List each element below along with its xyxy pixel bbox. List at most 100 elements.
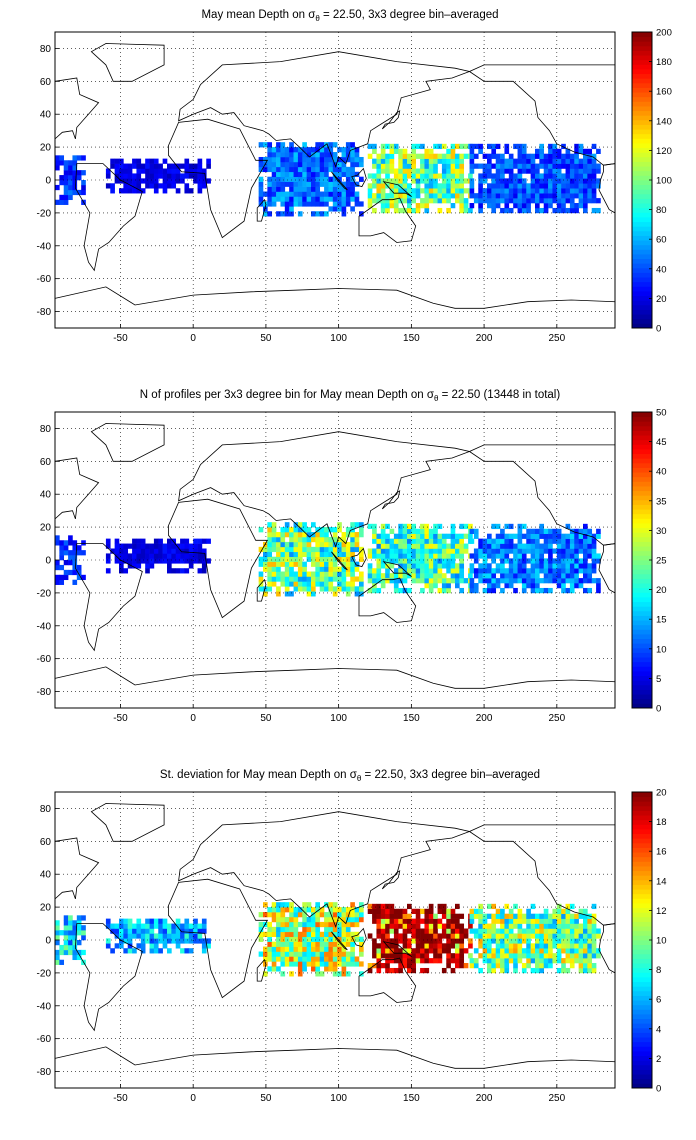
heatmap-bin <box>526 908 531 914</box>
heatmap-bin <box>302 166 307 173</box>
heatmap-bin <box>297 961 303 967</box>
heatmap-bin <box>306 907 312 913</box>
heatmap-bin <box>271 166 277 173</box>
heatmap-bin <box>530 168 536 174</box>
heatmap-bin <box>530 548 536 554</box>
colorbar-swatch <box>632 106 652 112</box>
heatmap-bin <box>450 183 456 189</box>
heatmap-bin <box>311 186 316 192</box>
heatmap-bin <box>530 948 536 954</box>
heatmap-bin <box>491 153 497 159</box>
heatmap-bin <box>513 543 518 549</box>
heatmap-bin <box>513 173 518 179</box>
heatmap-bin <box>478 553 483 559</box>
heatmap-bin <box>289 941 294 947</box>
coastline <box>168 878 269 999</box>
heatmap-bin <box>500 207 505 214</box>
heatmap-bin <box>583 958 588 964</box>
heatmap-bin <box>569 563 575 569</box>
chart-panel-2: N of profiles per 3x3 degree bin for May… <box>37 389 667 724</box>
heatmap-bin <box>433 918 438 924</box>
colorbar-swatch <box>632 523 652 529</box>
heatmap-bin <box>543 573 549 579</box>
heatmap-bin <box>284 566 290 572</box>
heatmap-bin <box>398 587 403 594</box>
heatmap-bin <box>398 158 403 164</box>
heatmap-bin <box>350 946 355 952</box>
heatmap-bin <box>504 903 510 910</box>
heatmap-bin <box>535 168 540 174</box>
heatmap-bin <box>350 522 355 528</box>
colorbar-swatch <box>632 87 652 93</box>
colorbar-swatch <box>632 198 652 204</box>
colorbar-swatch <box>632 930 652 936</box>
heatmap-bin <box>535 568 540 574</box>
heatmap-bin <box>180 928 185 934</box>
heatmap-bin <box>500 938 505 944</box>
heatmap-bin <box>59 949 65 956</box>
colorbar-swatch <box>632 1023 652 1029</box>
heatmap-bin <box>473 928 479 934</box>
colorbar-swatch <box>632 221 652 227</box>
heatmap-bin <box>311 912 316 918</box>
heatmap-bin <box>119 178 124 184</box>
heatmap-bin <box>491 548 497 554</box>
heatmap-bin <box>276 571 281 577</box>
heatmap-bin <box>578 958 584 964</box>
heatmap-bin <box>376 913 382 919</box>
heatmap-bin <box>433 193 438 199</box>
heatmap-bin <box>188 938 194 944</box>
heatmap-bin <box>284 211 290 217</box>
heatmap-bin <box>380 538 386 544</box>
heatmap-bin <box>530 563 536 569</box>
heatmap-bin <box>197 538 203 544</box>
heatmap-bin <box>424 958 430 964</box>
heatmap-bin <box>306 527 312 533</box>
heatmap-bin <box>424 923 430 929</box>
heatmap-bin <box>495 533 501 539</box>
heatmap-bin <box>145 918 150 924</box>
heatmap-bin <box>446 153 451 159</box>
heatmap-bin <box>487 183 492 189</box>
heatmap-bin <box>81 189 86 196</box>
coastline <box>358 957 417 1003</box>
heatmap-bin <box>267 196 273 202</box>
heatmap-bin <box>158 923 163 929</box>
heatmap-bin <box>59 930 65 936</box>
heatmap-bin <box>341 916 347 923</box>
heatmap-bin <box>350 561 355 567</box>
heatmap-bin <box>376 948 382 954</box>
heatmap-bin <box>596 198 601 204</box>
heatmap-bin <box>280 181 286 187</box>
heatmap-bin <box>271 191 277 197</box>
heatmap-bin <box>337 556 342 562</box>
heatmap-bin <box>59 155 65 161</box>
colorbar-swatch <box>632 509 652 515</box>
heatmap-bin <box>341 551 347 558</box>
heatmap-bin <box>415 933 421 939</box>
heatmap-bin <box>415 168 421 174</box>
heatmap-bin <box>455 178 460 184</box>
heatmap-bin <box>267 966 273 972</box>
heatmap-bin <box>473 553 479 559</box>
heatmap-bin <box>500 563 505 569</box>
heatmap-bin <box>337 916 342 923</box>
heatmap-bin <box>315 211 321 217</box>
heatmap-bin <box>297 527 303 533</box>
y-tick-label: 60 <box>40 77 52 88</box>
heatmap-bin <box>184 923 190 929</box>
heatmap-bin <box>411 958 417 964</box>
heatmap-bin <box>337 926 342 933</box>
heatmap-bin <box>293 176 299 182</box>
heatmap-bin <box>587 953 593 959</box>
heatmap-bin <box>367 573 373 579</box>
colorbar-swatch <box>632 532 652 538</box>
heatmap-bin <box>393 173 399 179</box>
heatmap-bin <box>469 587 475 594</box>
colorbar-swatch <box>632 940 652 946</box>
heatmap-bin <box>578 548 584 554</box>
heatmap-bin <box>284 561 290 567</box>
heatmap-bin <box>55 920 60 926</box>
heatmap-bin <box>319 196 325 202</box>
heatmap-bin <box>341 971 347 977</box>
